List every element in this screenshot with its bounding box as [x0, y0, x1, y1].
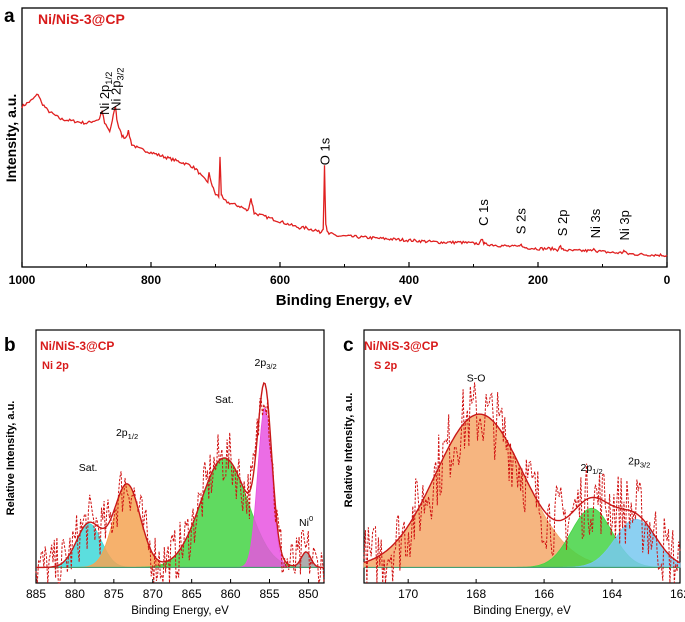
- peak-annotation: 2p3/2: [255, 357, 277, 371]
- survey-spectrum-line: [21, 93, 668, 258]
- panel-label-b: b: [4, 335, 16, 356]
- a-xtick-label: 1000: [9, 273, 36, 287]
- xtick-label: 870: [143, 587, 163, 601]
- panel-c-subtitle: S 2p: [374, 360, 398, 372]
- peak-label: Ni 2p1/2: [97, 72, 114, 115]
- xtick-label: 170: [398, 587, 418, 601]
- panel-b-xlabel: Binding Energy, eV: [131, 605, 229, 617]
- xtick-label: 875: [104, 587, 124, 601]
- peak-annotation: S-O: [467, 372, 486, 384]
- panel-c-title: Ni/NiS-3@CP: [364, 339, 438, 353]
- fit-envelope-line: [363, 413, 681, 564]
- panel-b-ylabel: Relative Intensity, a.u.: [5, 401, 17, 516]
- a-xtick-label: 800: [141, 273, 161, 287]
- a-xtick-label: 0: [664, 273, 671, 287]
- raw-data-line: [35, 397, 325, 584]
- xtick-label: 168: [466, 587, 486, 601]
- xtick-label: 865: [182, 587, 202, 601]
- peak-label: C 1s: [476, 199, 491, 226]
- peak-label: Ni 3s: [588, 208, 603, 238]
- panel-a-frame: [21, 7, 668, 268]
- panel-a-title: Ni/NiS-3@CP: [38, 11, 125, 27]
- panel-c-frame: [363, 329, 681, 584]
- panel-c-xlabel: Binding Energy, eV: [473, 605, 571, 617]
- xtick-label: 880: [65, 587, 85, 601]
- panel-label-a: a: [4, 6, 15, 27]
- a-xtick-label: 400: [399, 273, 419, 287]
- fit-envelope-line: [36, 381, 324, 569]
- peak-label: S 2s: [514, 208, 529, 235]
- xtick-label: 850: [298, 587, 318, 601]
- peak-annotation: Ni0: [299, 514, 313, 529]
- panel-c-ylabel: Relative Intensity, a.u.: [343, 393, 355, 508]
- peak-annotation: 2p3/2: [628, 456, 650, 470]
- peak-annotation: 2p1/2: [581, 462, 603, 476]
- peak-annotation: Sat.: [79, 462, 98, 474]
- xtick-label: 164: [602, 587, 622, 601]
- xtick-label: 885: [26, 587, 46, 601]
- peak-label: O 1s: [318, 137, 333, 165]
- raw-data-line: [363, 382, 681, 583]
- peak-annotation: 2p1/2: [116, 427, 138, 441]
- xtick-label: 162: [670, 587, 685, 601]
- panel-b-title: Ni/NiS-3@CP: [40, 339, 114, 353]
- peak-label: Ni 3p: [617, 210, 632, 240]
- a-xtick-label: 200: [528, 273, 548, 287]
- xtick-label: 166: [534, 587, 554, 601]
- peak-label: S 2p: [555, 210, 570, 237]
- peak-label: Ni 2p3/2: [109, 68, 126, 111]
- peak-annotation: Sat.: [215, 394, 234, 406]
- panel-a-xlabel: Binding Energy, eV: [276, 292, 412, 309]
- panel-b-subtitle: Ni 2p: [42, 360, 69, 372]
- panel-a-ylabel: Intensity, a.u.: [3, 94, 19, 182]
- xtick-label: 855: [259, 587, 279, 601]
- a-xtick-label: 600: [270, 273, 290, 287]
- panel-label-c: c: [343, 335, 354, 356]
- xtick-label: 860: [221, 587, 241, 601]
- panel-b-frame: [35, 329, 325, 584]
